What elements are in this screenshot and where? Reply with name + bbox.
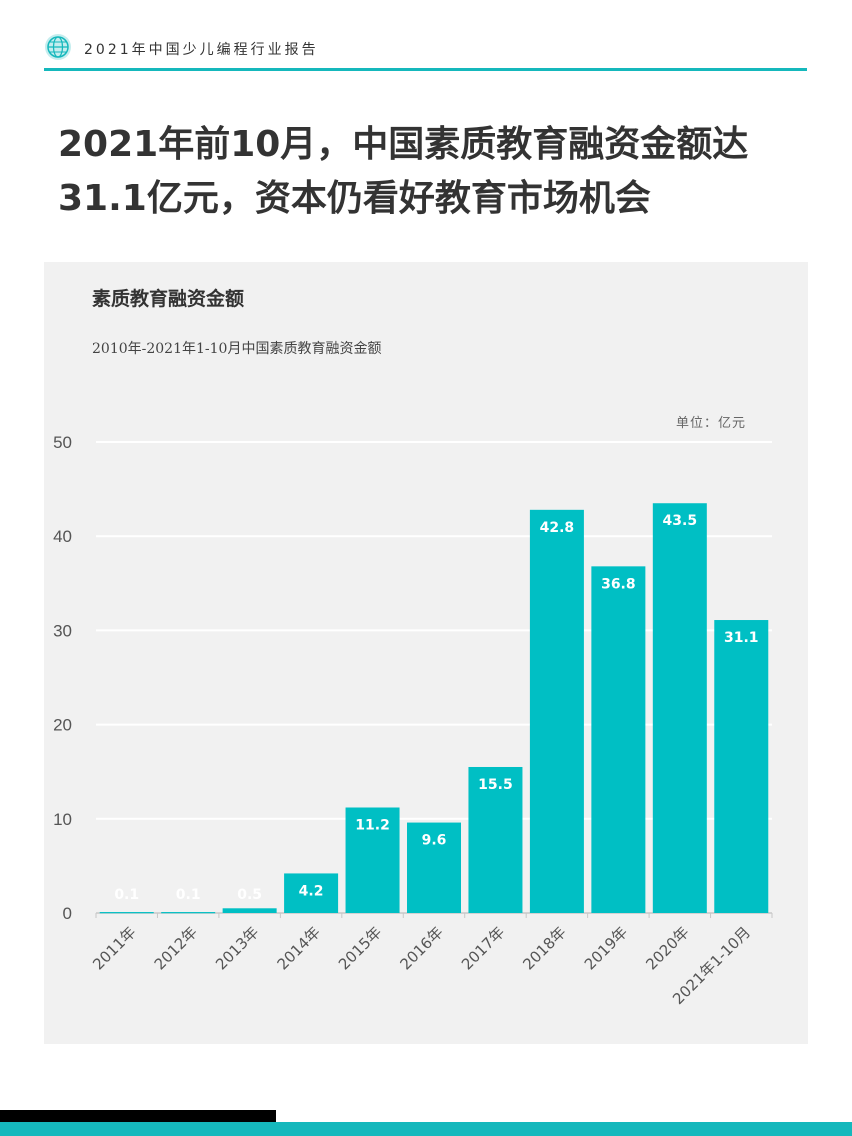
data-label: 11.2 xyxy=(355,817,390,833)
x-tick-label: 2012年 xyxy=(151,923,201,973)
data-label: 15.5 xyxy=(478,777,513,793)
headline-line-1: 2021年前10月，中国素质教育融资金额达 xyxy=(58,124,749,165)
x-tick-label: 2013年 xyxy=(212,923,262,973)
data-label: 43.5 xyxy=(663,513,698,529)
bar xyxy=(99,912,154,914)
y-tick-label: 0 xyxy=(63,904,72,923)
page-headline: 2021年前10月，中国素质教育融资金额达 31.1亿元，资本仍看好教育市场机会 xyxy=(58,118,798,226)
x-tick-label: 2011年 xyxy=(89,923,139,973)
bar xyxy=(529,509,584,913)
headline-line-2: 31.1亿元，资本仍看好教育市场机会 xyxy=(58,178,651,219)
data-label: 36.8 xyxy=(601,576,636,592)
bar xyxy=(222,908,277,913)
unit-label: 单位：亿元 xyxy=(675,416,746,431)
y-tick-label: 20 xyxy=(53,716,72,735)
data-label: 0.5 xyxy=(237,887,262,903)
data-label: 42.8 xyxy=(540,520,575,536)
report-header: 2021年中国少儿编程行业报告 xyxy=(44,31,808,71)
data-label: 0.1 xyxy=(176,887,201,903)
bar xyxy=(284,873,339,913)
data-label: 0.1 xyxy=(114,887,139,903)
y-tick-label: 40 xyxy=(53,527,72,546)
x-tick-label: 2016年 xyxy=(396,923,446,973)
chart-panel: 素质教育融资金额 2010年-2021年1-10月中国素质教育融资金额 单位：亿… xyxy=(44,262,808,1044)
data-label: 9.6 xyxy=(422,833,447,849)
bar xyxy=(714,620,769,913)
report-title: 2021年中国少儿编程行业报告 xyxy=(84,42,319,58)
bar xyxy=(407,822,461,913)
chart-subtitle: 2010年-2021年1-10月中国素质教育融资金额 xyxy=(92,341,382,357)
bar xyxy=(652,503,707,913)
data-label: 31.1 xyxy=(724,630,759,646)
x-tick-label: 2019年 xyxy=(581,923,631,973)
x-tick-label: 2014年 xyxy=(274,923,324,973)
x-tick-label: 2018年 xyxy=(519,923,569,973)
chart-title: 素质教育融资金额 xyxy=(92,288,245,310)
bar xyxy=(468,766,523,913)
bar xyxy=(345,807,400,913)
data-label: 4.2 xyxy=(299,883,324,899)
y-tick-label: 50 xyxy=(53,433,72,452)
footer-bar-teal xyxy=(0,1122,852,1136)
y-tick-label: 10 xyxy=(53,810,72,829)
bar xyxy=(161,912,216,914)
bar-chart: 0 10 20 30 40 50 0.1 2011年 0.1 2012年 0.5 2013年 4.2 20… xyxy=(53,433,773,1008)
footer-bar-black xyxy=(0,1110,276,1122)
globe-icon xyxy=(45,34,71,60)
x-tick-label: 2015年 xyxy=(335,923,385,973)
x-tick-label: 2020年 xyxy=(642,923,692,973)
bar xyxy=(591,566,646,913)
x-tick-label: 2017年 xyxy=(458,923,508,973)
y-tick-label: 30 xyxy=(53,621,72,640)
header-divider xyxy=(44,68,807,71)
